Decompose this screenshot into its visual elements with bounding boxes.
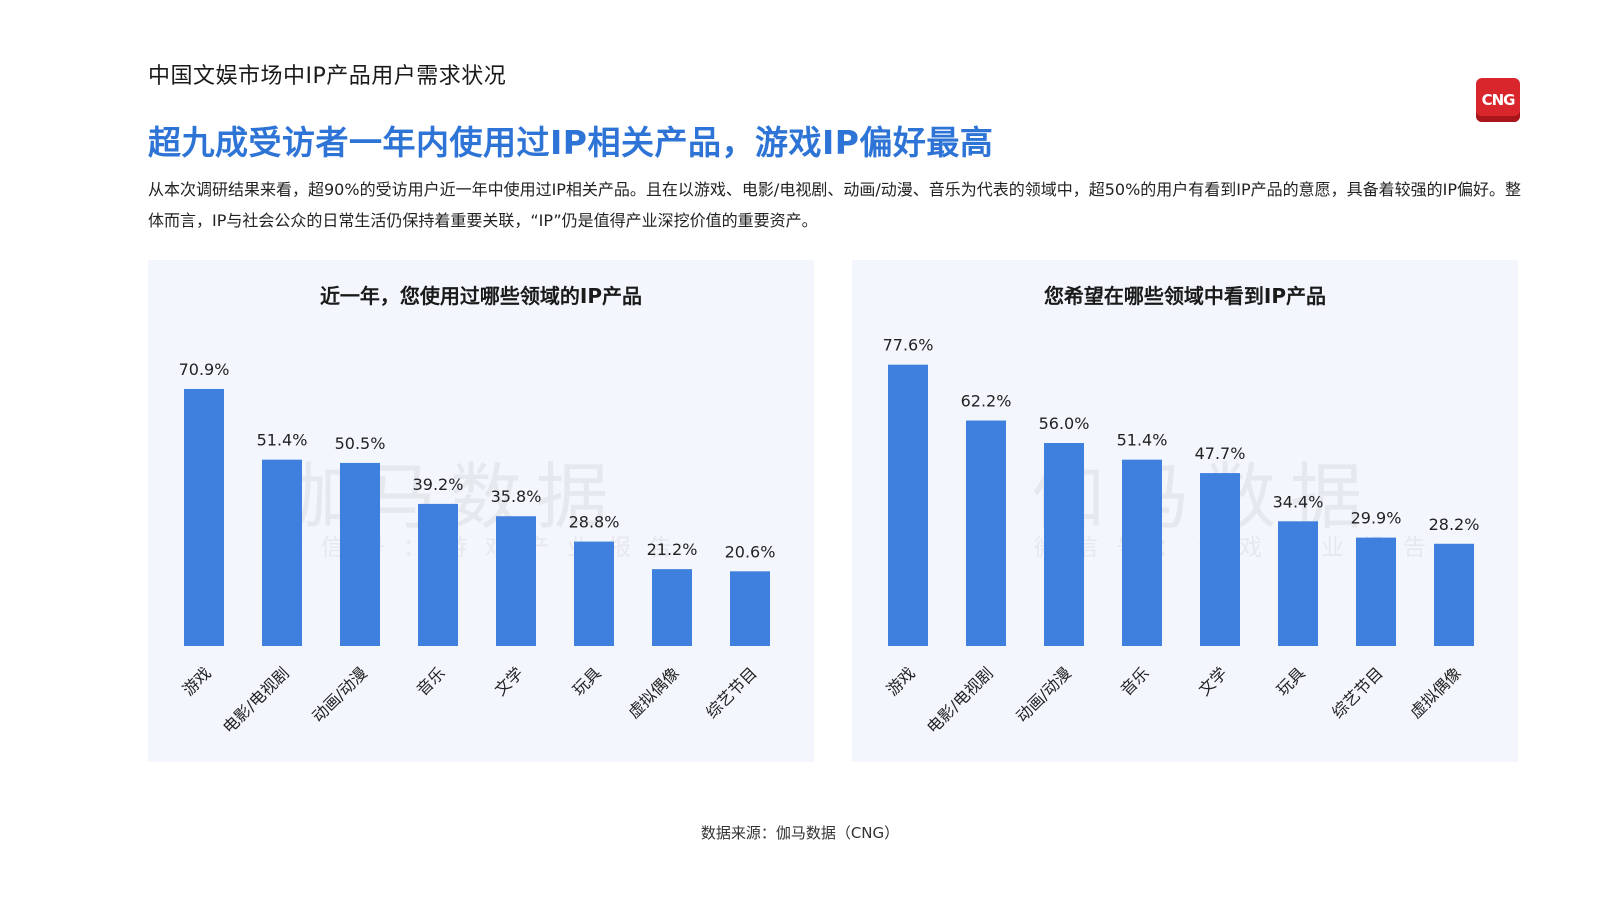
data-label: 28.8%	[569, 513, 620, 532]
bar-2	[262, 459, 302, 646]
bar-7	[1356, 537, 1396, 646]
category-label: 电影/电视剧	[923, 663, 997, 737]
data-label: 39.2%	[413, 475, 464, 494]
bar-1	[888, 364, 928, 646]
data-source: 数据来源：伽马数据（CNG）	[700, 824, 900, 842]
section-title: 中国文娱市场中IP产品用户需求状况	[148, 64, 507, 89]
bar-3	[340, 462, 380, 646]
chart-panel-expectation: 伽马数据 微信号：游戏产业报告 您希望在哪些领域中看到IP产品 77.6%游戏6…	[852, 260, 1518, 762]
category-label: 电影/电视剧	[219, 663, 293, 737]
bar-2	[966, 420, 1006, 646]
bar-chart-expectation: 77.6% 游戏 62.2% 电影/电视剧 56.0% 动画/动漫 51.4% 音乐 47.7%…	[883, 336, 1480, 738]
bar-chart-usage: 70.9% 游戏 51.4% 电影/电视剧 50.5% 动画/动漫 39.2% 音乐 35.8%…	[179, 360, 776, 737]
data-label: 62.2%	[961, 392, 1012, 411]
cng-logo: CNG	[1476, 78, 1520, 122]
category-label: 文学	[491, 663, 527, 699]
bar-3	[1044, 443, 1084, 646]
chart-title: 近一年，您使用过哪些领域的IP产品	[319, 284, 643, 308]
body-paragraph: 从本次调研结果来看，超90%的受访用户近一年中使用过IP相关产品。且在以游戏、电…	[148, 180, 1522, 230]
bar-4	[418, 503, 458, 646]
category-label: 游戏	[883, 663, 919, 699]
category-label: 音乐	[413, 663, 449, 699]
data-label: 70.9%	[179, 360, 230, 379]
bar-6	[1278, 521, 1318, 646]
category-label: 综艺节目	[702, 663, 761, 722]
data-label: 29.9%	[1351, 509, 1402, 528]
data-label: 50.5%	[335, 434, 386, 453]
bar-5	[1200, 473, 1240, 646]
category-label: 游戏	[179, 663, 215, 699]
data-label: 34.4%	[1273, 492, 1324, 511]
category-label: 动画/动漫	[1012, 663, 1075, 726]
category-label: 虚拟偶像	[1406, 663, 1465, 722]
category-label: 文学	[1195, 663, 1231, 699]
data-label: 56.0%	[1039, 414, 1090, 433]
bar-8	[1434, 543, 1474, 646]
data-label: 47.7%	[1195, 444, 1246, 463]
data-label: 35.8%	[491, 487, 542, 506]
category-label: 动画/动漫	[308, 663, 371, 726]
data-label: 51.4%	[1117, 431, 1168, 450]
bar-5	[496, 516, 536, 646]
data-label: 77.6%	[883, 336, 934, 355]
bar-8	[730, 571, 770, 646]
data-label: 51.4%	[257, 431, 308, 450]
data-label: 21.2%	[647, 540, 698, 559]
category-label: 音乐	[1117, 663, 1153, 699]
chart-title: 您希望在哪些领域中看到IP产品	[1043, 284, 1327, 308]
bar-1	[184, 388, 224, 646]
data-label: 28.2%	[1429, 515, 1480, 534]
chart-panel-usage: 伽马数据 微信号：游戏产业报告 近一年，您使用过哪些领域的IP产品 70.9% 游…	[148, 260, 814, 762]
bar-4	[1122, 459, 1162, 646]
bar-6	[574, 541, 614, 646]
headline: 超九成受访者一年内使用过IP相关产品，游戏IP偏好最高	[148, 123, 994, 162]
category-label: 综艺节目	[1328, 663, 1387, 722]
data-label: 20.6%	[725, 542, 776, 561]
bar-7	[652, 569, 692, 646]
category-label: 玩具	[1273, 663, 1309, 699]
category-label: 玩具	[569, 663, 605, 699]
category-label: 虚拟偶像	[624, 663, 683, 722]
